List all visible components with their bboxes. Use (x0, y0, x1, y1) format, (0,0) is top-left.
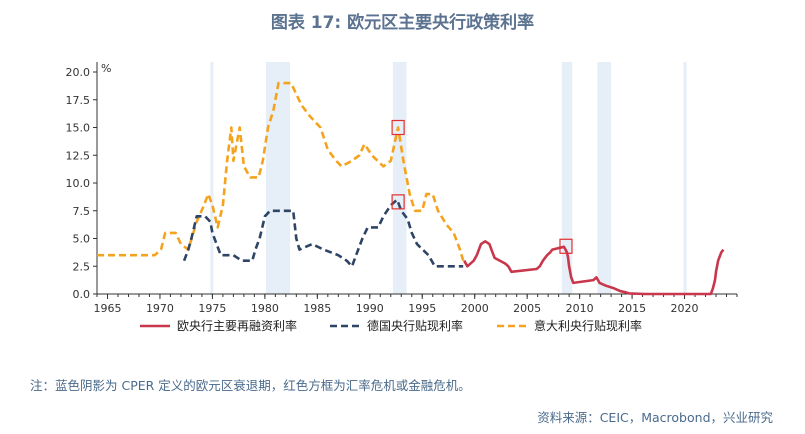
y-tick-label: 2.5 (73, 260, 91, 273)
y-tick-label: 15.0 (66, 122, 91, 135)
series-line-italy (97, 81, 465, 262)
chart-title: 图表 17: 欧元区主要央行政策利率 (270, 13, 535, 33)
chart-axes: 0.0 2.5 5.0 7.5 10.0 12.5 15.0 17.5 20.0 % 1965 197… (66, 62, 738, 315)
x-tick-label: 2020 (671, 302, 699, 315)
x-tick-label: 2010 (566, 302, 594, 315)
recession-band (683, 62, 687, 294)
legend-label-ecb: 欧央行主要再融资利率 (177, 318, 297, 333)
recession-shading-group (210, 62, 687, 294)
series-line-ecb (463, 240, 725, 296)
chart-source: 资料来源：CEIC，Macrobond，兴业研究 (537, 410, 773, 425)
recession-band (265, 62, 291, 294)
chart-legend: 欧央行主要再融资利率 德国央行贴现利率 意大利央行贴现利率 (140, 318, 642, 333)
legend-label-germany: 德国央行贴现利率 (367, 318, 463, 333)
chart-note: 注：蓝色阴影为 CPER 定义的欧元区衰退期，红色方框为汇率危机或金融危机。 (30, 378, 471, 393)
crisis-box (391, 119, 405, 136)
y-tick-label: 7.5 (73, 205, 91, 218)
recession-band (210, 62, 214, 294)
chart-series-group (97, 81, 725, 296)
y-tick-label: 20.0 (66, 66, 91, 79)
y-tick-label: 0.0 (73, 288, 91, 301)
x-tick-label: 1970 (146, 302, 174, 315)
crisis-box-group (391, 119, 573, 254)
y-tick-label: 17.5 (66, 94, 91, 107)
x-tick-label: 1965 (93, 302, 121, 315)
y-axis-unit: % (101, 62, 111, 75)
x-tick-label: 2005 (513, 302, 541, 315)
x-tick-label: 1980 (251, 302, 279, 315)
recession-band (392, 62, 407, 294)
recession-band (561, 62, 573, 294)
x-tick-label: 2015 (618, 302, 646, 315)
y-tick-label: 10.0 (66, 177, 91, 190)
series-line-germany (182, 198, 464, 268)
legend-label-italy: 意大利央行贴现利率 (534, 318, 642, 333)
x-tick-label: 1985 (303, 302, 331, 315)
x-tick-label: 1975 (198, 302, 226, 315)
y-tick-label: 5.0 (73, 233, 91, 246)
x-tick-label: 1990 (356, 302, 384, 315)
x-tick-label: 2000 (461, 302, 489, 315)
recession-band (597, 62, 612, 294)
x-tick-label: 1995 (408, 302, 436, 315)
crisis-box (559, 238, 573, 254)
crisis-box (391, 194, 405, 210)
y-tick-label: 12.5 (66, 149, 91, 162)
